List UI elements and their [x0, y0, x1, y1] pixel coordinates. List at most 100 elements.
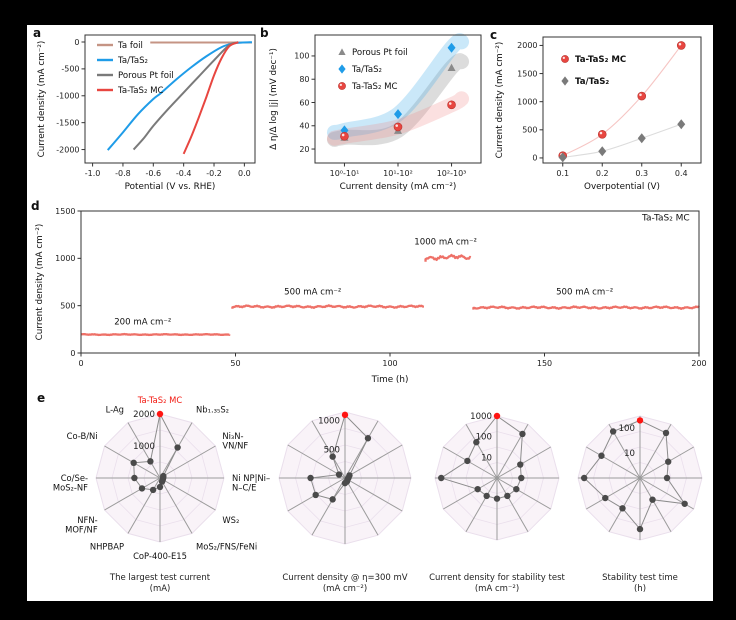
circle-marker: [676, 41, 686, 50]
diamond-marker: [394, 109, 402, 120]
series-Ta-TaS₂ MC: [182, 41, 239, 155]
x-tick-label: 200: [691, 359, 706, 368]
legend-label: Ta foil: [117, 41, 143, 51]
radar-spoke: [465, 424, 498, 479]
radar-data-point: [438, 474, 445, 482]
circle-marker: [561, 55, 569, 63]
y-tick-label: 80: [299, 75, 309, 84]
trace-segment: [80, 332, 231, 337]
x-axis-label: Time (h): [371, 375, 409, 385]
y-tick-label: 1500: [55, 207, 75, 216]
segment-label: 200 mA cm⁻²: [114, 318, 171, 328]
y-tick-label: -1500: [56, 118, 79, 127]
radar-category-label: Nb₁.₃₅S₂: [196, 405, 229, 415]
radar-data-point: [519, 430, 526, 438]
radar-data-point: [665, 458, 672, 465]
radar-label-line: VN/NF: [222, 441, 248, 451]
triangle-marker: [447, 63, 456, 71]
y-axis-label: Current density (mA cm⁻²): [35, 224, 45, 341]
radar-spoke: [639, 477, 672, 532]
radar-data-point: [474, 485, 481, 493]
stability-step-chart: 200 mA cm⁻² 500 mA cm⁻² 1000 mA cm⁻² 500 mA…: [35, 207, 707, 385]
diamond-marker: [598, 146, 607, 157]
radar-data-point: [518, 474, 525, 482]
y-tick-label: 20: [299, 145, 309, 154]
panel-letter-c: c: [490, 28, 498, 42]
overpotential-current-chart: 0.1 0.2 0.3 0.4 0 500 1000 1500 2000 Overpotentia…: [495, 36, 702, 192]
radar-ring-label: 1000: [470, 412, 492, 422]
x-tick-label: 0: [78, 359, 83, 368]
x-tick-label: 10⁰-10¹: [330, 169, 360, 178]
diamond-marker: [338, 64, 346, 74]
circle-marker: [637, 91, 647, 101]
radar-spoke: [127, 422, 161, 479]
radar-spoke: [287, 444, 346, 479]
figure-page: a b c d e -1.0 -0.8 -0.6 -0.4 -0.2 0.0 0 -500 -1…: [27, 25, 713, 601]
x-tick-label: 0.1: [556, 169, 569, 178]
connect-line-Ta/TaS₂: [562, 123, 682, 158]
radar-label-line: Co/Se-: [61, 473, 88, 483]
marker-highlight: [639, 93, 642, 97]
y-tick-label: 0: [74, 38, 79, 47]
radar-ring-label: 100: [619, 424, 635, 434]
radar-ring-label: 10: [481, 453, 492, 463]
radar-stability-time: 10 100: [577, 415, 703, 541]
x-tick-label: -0.6: [145, 169, 161, 178]
x-tick-label: 0.3: [635, 169, 648, 178]
radar-spoke: [465, 477, 498, 532]
x-tick-label: 10¹-10²: [383, 169, 413, 178]
radar-label-line: NHPBAP: [90, 541, 124, 551]
radar-spoke: [586, 477, 641, 510]
radar-data-point: [307, 474, 314, 482]
radar-category-label: Ni₃N-VN/NF: [222, 431, 248, 451]
radar-title-current-300mv: Current density @ η=300 mV (mA cm⁻²): [282, 573, 408, 595]
radar-data-point: [473, 439, 480, 446]
y-tick-label: 1000: [517, 97, 537, 106]
radar-ring-label: 2000: [133, 410, 155, 420]
radar-data-point: [329, 453, 336, 460]
x-tick-label: 100: [382, 359, 397, 368]
diamond-marker: [447, 42, 456, 53]
radar-label-line: MoS₂-NF: [53, 483, 88, 493]
radar-label-line: N–C/E: [232, 483, 256, 493]
radar-category-label: WS₂: [222, 515, 239, 525]
marker-highlight: [448, 102, 452, 105]
marker-highlight: [562, 56, 565, 59]
legend-label: Ta/TaS₂: [575, 77, 609, 87]
radar-data-point: [649, 496, 656, 503]
marker-highlight: [339, 83, 342, 86]
radar-spoke: [311, 420, 346, 479]
legend-label: Ta-TaS₂ MC: [575, 55, 626, 65]
x-tick-label: 0.4: [675, 169, 688, 178]
radar-label-line: MOF/NF: [65, 525, 98, 535]
radar-data-point: [364, 435, 372, 442]
polarization-curves-chart: -1.0 -0.8 -0.6 -0.4 -0.2 0.0 0 -500 -1000 -1500 -2…: [37, 34, 256, 192]
radar-data-point: [147, 458, 154, 465]
x-tick-label: 0.2: [596, 169, 609, 178]
radar-spoke: [496, 477, 551, 510]
diamond-marker: [558, 152, 567, 163]
plot-box: [80, 210, 700, 354]
panel-letter-e: e: [37, 391, 46, 405]
diamond-marker: [561, 76, 569, 86]
radar-data-point: [149, 486, 157, 494]
radar-label-line: Ta-TaS₂ MC: [137, 395, 183, 405]
radar-data-point: [517, 461, 524, 468]
radar-ring-label: 10: [624, 449, 635, 459]
radar-spoke: [608, 477, 641, 532]
radar-category-label: NFN-MOF/NF: [65, 515, 98, 535]
radar-spoke: [344, 477, 403, 512]
circle-marker: [597, 130, 607, 139]
radar-stability-current: 10 100 1000: [434, 412, 560, 541]
x-tick-label: 50: [230, 359, 240, 368]
radar-data-point: [131, 474, 138, 482]
radar-spoke: [344, 444, 403, 479]
radar-spoke: [496, 446, 551, 479]
diamond-marker: [677, 119, 686, 130]
chart-annotation: Ta-TaS₂ MC: [641, 213, 690, 223]
y-tick-label: 500: [522, 126, 537, 135]
radar-data-point: [598, 452, 605, 459]
y-tick-label: 100: [294, 52, 309, 61]
plot-box: [542, 36, 702, 164]
